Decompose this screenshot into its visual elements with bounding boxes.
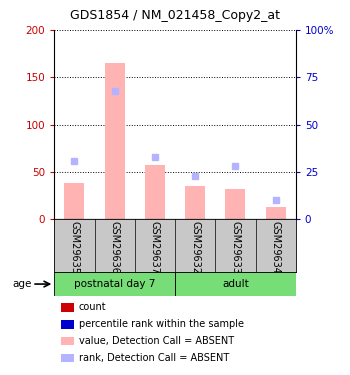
Text: GDS1854 / NM_021458_Copy2_at: GDS1854 / NM_021458_Copy2_at (70, 9, 280, 22)
Text: GSM29635: GSM29635 (69, 221, 79, 274)
FancyBboxPatch shape (175, 272, 296, 296)
Bar (105, 63, 125, 219)
Bar (145, 165, 165, 219)
Bar (225, 189, 245, 219)
Text: count: count (79, 303, 106, 312)
Text: GSM29636: GSM29636 (110, 221, 120, 274)
Text: adult: adult (222, 279, 249, 289)
Text: percentile rank within the sample: percentile rank within the sample (79, 320, 244, 329)
Text: GSM29634: GSM29634 (271, 221, 281, 274)
FancyBboxPatch shape (54, 272, 175, 296)
Bar (266, 207, 286, 219)
Text: rank, Detection Call = ABSENT: rank, Detection Call = ABSENT (79, 353, 229, 363)
Text: GSM29633: GSM29633 (230, 221, 240, 274)
Text: GSM29637: GSM29637 (150, 221, 160, 274)
Bar (185, 186, 205, 219)
Text: age: age (12, 279, 32, 289)
Text: GSM29632: GSM29632 (190, 221, 200, 274)
Text: postnatal day 7: postnatal day 7 (74, 279, 155, 289)
Text: value, Detection Call = ABSENT: value, Detection Call = ABSENT (79, 336, 234, 346)
Bar (64, 183, 84, 219)
